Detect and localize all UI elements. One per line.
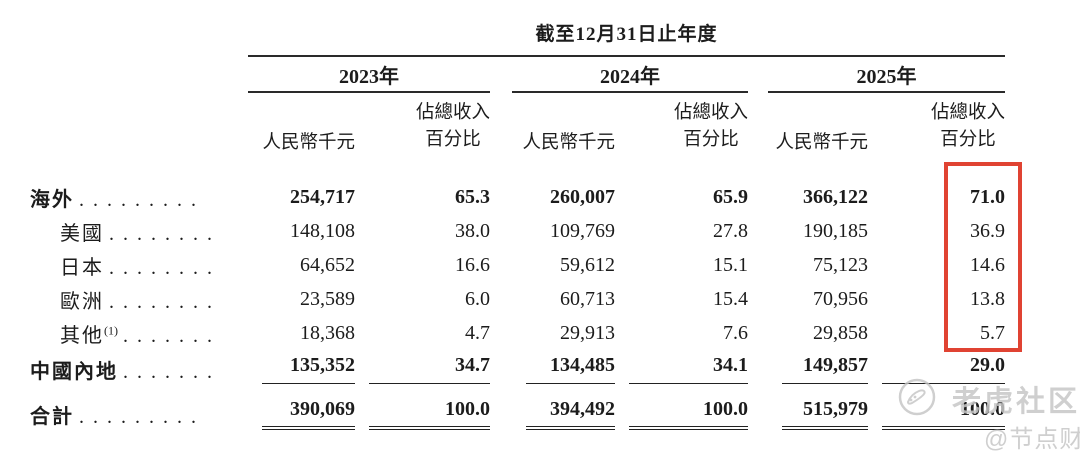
row-label: 中國內地 — [30, 360, 118, 383]
value-cell: 18,368 — [300, 321, 355, 344]
double-rule — [369, 426, 490, 430]
table-row-mainland-china: 中國內地. . . . . . . 135,352 34.7 134,485 3… — [30, 350, 1006, 388]
value-cell: 5.7 — [980, 321, 1006, 344]
value-cell: 29,913 — [560, 321, 615, 344]
value-cell: 4.7 — [465, 321, 490, 344]
value-cell: 27.8 — [713, 219, 748, 242]
value-cell: 109,769 — [550, 219, 615, 242]
revenue-by-region-table: 截至12月31日止年度 2023年 2024年 2025年 人民幣千元 佔總收入… — [30, 8, 1006, 434]
value-cell: 15.4 — [713, 287, 748, 310]
value-cell: 36.9 — [970, 219, 1006, 242]
footnote-marker: (1) — [104, 322, 118, 337]
value-cell: 254,717 — [290, 185, 355, 208]
row-label: 合計 — [30, 405, 74, 428]
value-cell: 7.6 — [723, 321, 748, 344]
value-cell: 29.0 — [882, 354, 1006, 384]
double-rule — [629, 426, 748, 430]
value-cell: 148,108 — [290, 219, 355, 242]
value-cell: 70,956 — [813, 287, 868, 310]
dot-leader: . . . . . . . . — [109, 222, 214, 245]
value-cell: 38.0 — [455, 219, 490, 242]
value-cell: 390,069 — [290, 398, 355, 420]
value-cell: 65.9 — [713, 185, 748, 208]
amount-header-2024: 人民幣千元 — [522, 133, 615, 153]
table-row-usa: 美國. . . . . . . . 148,108 38.0 109,769 2… — [30, 214, 1005, 248]
value-cell: 100.0 — [703, 398, 748, 420]
subheader-row: 人民幣千元 佔總收入 百分比 人民幣千元 佔總收入 百分比 人民幣千元 佔總收入… — [30, 92, 1005, 160]
value-cell: 16.6 — [455, 253, 490, 276]
table-row-japan: 日本. . . . . . . . 64,652 16.6 59,612 15.… — [30, 248, 1005, 282]
value-cell: 29,858 — [813, 321, 868, 344]
table-title: 截至12月31日止年度 — [535, 24, 718, 45]
value-cell: 515,979 — [803, 398, 868, 420]
year-header-row: 2023年 2024年 2025年 — [30, 56, 1006, 93]
row-label: 日本 — [60, 256, 104, 279]
value-cell: 34.1 — [629, 354, 748, 384]
value-cell: 100.0 — [960, 398, 1006, 420]
year-header-2024: 2024年 — [512, 56, 748, 93]
double-rule — [262, 426, 355, 430]
row-label: 其他 — [60, 324, 104, 347]
value-cell: 6.0 — [465, 287, 490, 310]
row-label: 海外 — [30, 188, 74, 211]
value-cell: 149,857 — [782, 354, 868, 384]
double-rule — [782, 426, 868, 430]
year-header-2023: 2023年 — [248, 56, 490, 93]
value-cell: 71.0 — [970, 185, 1006, 208]
value-cell: 13.8 — [970, 287, 1006, 310]
double-rule — [882, 426, 1006, 430]
value-cell: 59,612 — [560, 253, 615, 276]
row-label: 歐洲 — [60, 290, 104, 313]
amount-header-2025: 人民幣千元 — [775, 133, 868, 153]
table-row-others: 其他(1) . . . . . . . 18,368 4.7 29,913 7.6… — [30, 316, 1005, 350]
dot-leader: . . . . . . . — [123, 360, 214, 383]
value-cell: 75,123 — [813, 253, 868, 276]
double-rule — [526, 426, 615, 430]
value-cell: 134,485 — [526, 354, 615, 384]
table-row-europe: 歐洲. . . . . . . . 23,589 6.0 60,713 15.4… — [30, 282, 1005, 316]
value-cell: 23,589 — [300, 287, 355, 310]
pct-header-2024: 佔總收入 百分比 — [673, 103, 748, 151]
pct-header-2025: 佔總收入 百分比 — [931, 103, 1006, 151]
tiger-logo-icon — [898, 378, 936, 416]
table-row-total: 合計. . . . . . . . . 390,069 100.0 394,49… — [30, 388, 1006, 434]
value-cell: 394,492 — [550, 398, 615, 420]
table-title-row: 截至12月31日止年度 — [30, 8, 1006, 57]
table-row-overseas: 海外. . . . . . . . . 254,717 65.3 260,007… — [30, 180, 1005, 214]
watermark-community: 老虎社区 — [952, 386, 1080, 418]
pct-header-2023: 佔總收入 百分比 — [415, 103, 490, 151]
value-cell: 64,652 — [300, 253, 355, 276]
dot-leader: . . . . . . . . — [109, 256, 214, 279]
value-cell: 366,122 — [803, 185, 868, 208]
row-label: 美國 — [60, 222, 104, 245]
value-cell: 14.6 — [970, 253, 1006, 276]
value-cell: 65.3 — [455, 185, 490, 208]
value-cell: 60,713 — [560, 287, 615, 310]
amount-header-2023: 人民幣千元 — [262, 133, 355, 153]
value-cell: 260,007 — [550, 185, 615, 208]
value-cell: 190,185 — [803, 219, 868, 242]
dot-leader: . . . . . . . . . — [79, 188, 198, 211]
dot-leader: . . . . . . . — [123, 324, 214, 347]
year-header-2025: 2025年 — [768, 56, 1006, 93]
watermark-handle: @节点财经 — [984, 426, 1080, 453]
value-cell: 15.1 — [713, 253, 748, 276]
value-cell: 100.0 — [445, 398, 490, 420]
value-cell: 34.7 — [369, 354, 490, 384]
dot-leader: . . . . . . . . — [109, 290, 214, 313]
value-cell: 135,352 — [262, 354, 355, 384]
dot-leader: . . . . . . . . . — [79, 405, 198, 428]
